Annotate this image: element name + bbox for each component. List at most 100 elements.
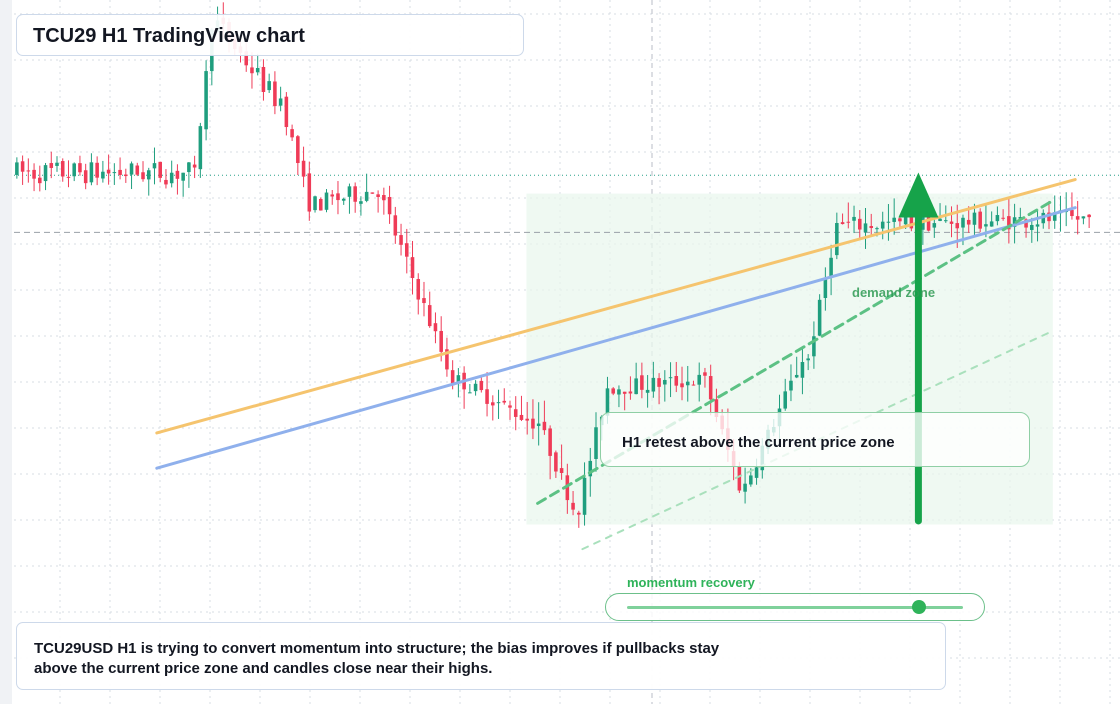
candle-bullish	[89, 162, 94, 183]
candle-bearish	[422, 298, 426, 304]
momentum-slider[interactable]	[605, 593, 985, 621]
candle-bearish	[433, 323, 438, 332]
candle-bearish	[273, 81, 277, 107]
candle-bearish	[95, 162, 99, 178]
candle-bullish	[468, 392, 472, 394]
candle-bearish	[124, 174, 128, 177]
candle-bearish	[296, 136, 300, 164]
candle-bearish	[370, 192, 375, 194]
candle-bullish	[278, 98, 283, 106]
candle-bullish	[932, 223, 937, 228]
summary-panel: TCU29USD H1 is trying to convert momentu…	[16, 622, 946, 690]
candle-bearish	[955, 223, 960, 229]
candle-bullish	[267, 81, 271, 91]
candle-bullish	[255, 67, 260, 73]
candle-bearish	[680, 383, 684, 388]
candle-bearish	[691, 384, 696, 386]
candle-bullish	[473, 383, 478, 392]
candle-bullish	[921, 217, 925, 230]
candle-bearish	[703, 372, 707, 376]
candle-bearish	[118, 169, 122, 175]
candle-bullish	[875, 228, 879, 230]
candle-bearish	[737, 466, 742, 491]
candle-bullish	[835, 223, 839, 256]
momentum-slider-thumb[interactable]	[912, 600, 927, 614]
candle-bullish	[187, 162, 191, 173]
chart-title-panel: TCU29 H1 TradingView chart	[16, 14, 524, 56]
candle-bullish	[617, 389, 621, 395]
candle-bearish	[284, 96, 289, 128]
candle-bullish	[456, 375, 461, 383]
candle-bearish	[450, 370, 455, 386]
summary-text: TCU29USD H1 is trying to convert momentu…	[34, 640, 720, 677]
candle-bearish	[554, 452, 558, 472]
chart-title: TCU29 H1 TradingView chart	[33, 25, 305, 47]
candle-bullish	[685, 381, 690, 386]
momentum-slider-track[interactable]	[627, 606, 963, 609]
candle-bullish	[817, 299, 822, 336]
candle-bullish	[72, 163, 76, 177]
bullish-arrow-head	[898, 172, 939, 218]
candle-bullish	[198, 126, 203, 170]
candle-bearish	[175, 170, 180, 179]
candle-bullish	[1018, 216, 1023, 219]
candle-bullish	[852, 216, 856, 221]
candle-bearish	[909, 216, 914, 229]
retest-callout: H1 retest above the current price zone	[600, 412, 1030, 467]
candle-bullish	[101, 171, 105, 179]
candle-bearish	[542, 421, 547, 431]
candle-bullish	[594, 427, 598, 459]
candle-bearish	[502, 400, 507, 403]
candle-bullish	[152, 163, 157, 169]
candle-bearish	[26, 170, 31, 172]
candle-bullish	[112, 172, 117, 174]
candle-bearish	[898, 218, 902, 222]
candle-bearish	[382, 195, 386, 201]
candle-bearish	[571, 502, 575, 510]
candle-bearish	[393, 215, 398, 236]
candle-bearish	[66, 176, 71, 178]
candle-bullish	[1030, 224, 1034, 230]
candle-bullish	[1012, 217, 1017, 227]
candle-bearish	[1001, 217, 1005, 219]
candle-bullish	[588, 460, 593, 477]
candle-bullish	[15, 162, 19, 175]
candle-bearish	[336, 193, 340, 201]
candle-bearish	[674, 376, 679, 386]
candle-bullish	[668, 377, 673, 379]
candle-bearish	[387, 196, 392, 215]
candle-bullish	[1052, 212, 1057, 221]
candle-bullish	[754, 467, 759, 478]
candle-bearish	[548, 428, 552, 456]
candle-bullish	[55, 162, 59, 166]
candle-bearish	[628, 391, 633, 394]
candle-bullish	[129, 163, 134, 175]
candle-bullish	[146, 170, 151, 180]
candle-bearish	[399, 235, 403, 245]
retest-callout-text: H1 retest above the current price zone	[622, 434, 895, 451]
candle-bearish	[261, 66, 266, 92]
candle-bullish	[605, 388, 610, 416]
candle-bearish	[640, 375, 644, 390]
candle-bullish	[989, 221, 994, 227]
candle-bullish	[324, 192, 329, 210]
candle-bullish	[204, 71, 208, 130]
candle-bearish	[508, 405, 512, 408]
candle-bullish	[181, 172, 185, 181]
candle-bullish	[536, 423, 541, 427]
candle-bearish	[1070, 210, 1074, 217]
candle-bullish	[829, 257, 833, 278]
candle-bearish	[427, 305, 432, 327]
candle-bullish	[886, 221, 891, 223]
candle-bearish	[307, 173, 312, 212]
candle-bearish	[78, 163, 82, 173]
candle-bearish	[519, 414, 524, 420]
candle-bearish	[192, 164, 197, 168]
candle-bullish	[903, 217, 908, 225]
candle-bullish	[794, 374, 799, 378]
candle-bearish	[840, 222, 845, 225]
candle-bullish	[984, 224, 988, 227]
candle-bearish	[20, 161, 25, 172]
demand-zone-layer	[526, 193, 1053, 525]
candle-bearish	[708, 376, 713, 400]
